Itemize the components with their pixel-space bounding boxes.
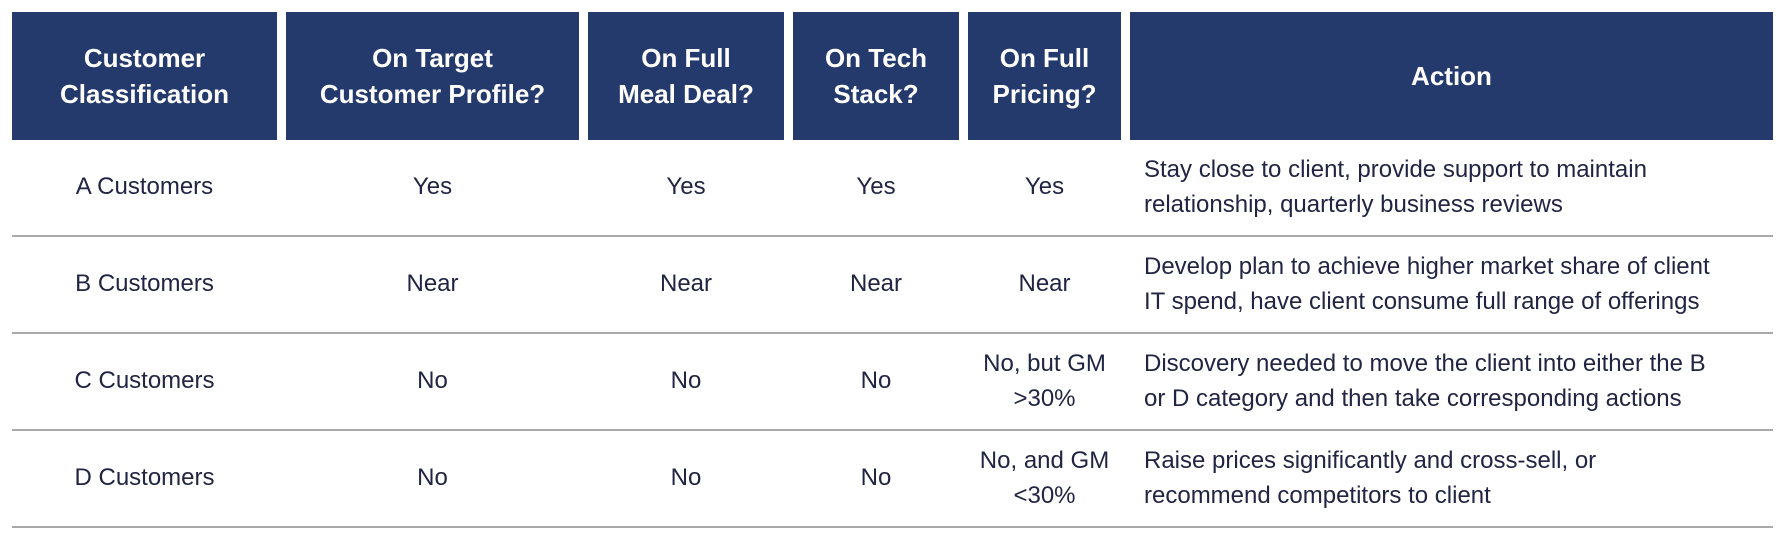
cell-pricing: Yes — [1024, 173, 1065, 201]
cell-pricing: No, and GM <30% — [979, 446, 1110, 509]
cell-tech-stack: No — [860, 367, 892, 395]
cell-target-profile: No — [417, 367, 448, 395]
cell-meal-deal: No — [670, 367, 702, 395]
header-cell-on-full-pricing: On Full Pricing? — [968, 12, 1121, 140]
cell-pricing: Near — [1018, 270, 1071, 298]
customer-classification-table: Customer Classification On Target Custom… — [12, 12, 1773, 528]
table-row-d-customers: D Customers No No No No, and GM <30% Rai… — [12, 431, 1773, 528]
header-cell-on-full-meal-deal: On Full Meal Deal? — [588, 12, 784, 140]
cell-meal-deal: No — [670, 464, 702, 492]
cell-tech-stack: Near — [849, 270, 903, 298]
table-row-a-customers: A Customers Yes Yes Yes Yes Stay close t… — [12, 140, 1773, 237]
cell-tech-stack: No — [860, 464, 892, 492]
cell-pricing: No, but GM >30% — [983, 349, 1106, 412]
header-cell-action: Action — [1130, 12, 1773, 140]
table-row-b-customers: B Customers Near Near Near Near Develop … — [12, 237, 1773, 334]
cell-meal-deal: Yes — [666, 173, 706, 201]
cell-meal-deal: Near — [659, 270, 713, 298]
cell-target-profile: No — [417, 464, 448, 492]
cell-classification: C Customers — [74, 367, 215, 395]
cell-target-profile: Near — [406, 270, 459, 298]
cell-action: Stay close to client, provide support to… — [1144, 155, 1647, 218]
header-cell-on-target-customer-profile: On Target Customer Profile? — [286, 12, 579, 140]
table-header-row: Customer Classification On Target Custom… — [12, 12, 1773, 140]
cell-classification: A Customers — [75, 173, 214, 201]
cell-classification: B Customers — [75, 270, 214, 298]
cell-classification: D Customers — [74, 464, 215, 492]
cell-action: Raise prices significantly and cross-sel… — [1144, 446, 1597, 509]
header-cell-on-tech-stack: On Tech Stack? — [793, 12, 959, 140]
table-row-c-customers: C Customers No No No No, but GM >30% Dis… — [12, 334, 1773, 431]
cell-tech-stack: Yes — [856, 173, 896, 201]
cell-target-profile: Yes — [412, 173, 453, 201]
header-cell-customer-classification: Customer Classification — [12, 12, 277, 140]
cell-action: Discovery needed to move the client into… — [1144, 349, 1706, 412]
cell-action: Develop plan to achieve higher market sh… — [1144, 252, 1710, 315]
